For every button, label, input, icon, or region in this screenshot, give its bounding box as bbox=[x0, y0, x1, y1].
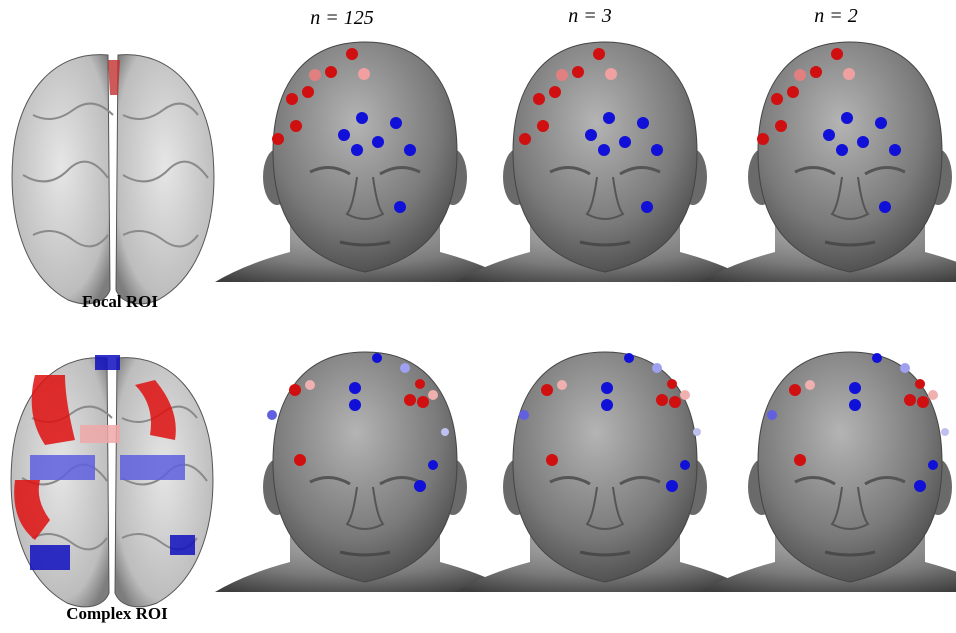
column-label: n = 125 bbox=[310, 7, 374, 29]
figure: n = 125 n = 3 n = 2 Focal ROI Complex RO… bbox=[0, 0, 956, 633]
column-label: n = 3 bbox=[568, 5, 612, 27]
head bbox=[455, 42, 755, 282]
body: n = 125 n = 3 n = 2 Focal ROI Complex RO… bbox=[0, 0, 956, 633]
row-label: Complex ROI bbox=[66, 604, 168, 623]
column-label: n = 2 bbox=[814, 5, 858, 27]
head bbox=[700, 42, 956, 282]
head bbox=[215, 352, 515, 592]
row-label: Focal ROI bbox=[82, 292, 158, 311]
roi bbox=[108, 60, 120, 95]
page: {"columns": ["n = 125", "n = 3", "n = 2"… bbox=[0, 0, 956, 633]
